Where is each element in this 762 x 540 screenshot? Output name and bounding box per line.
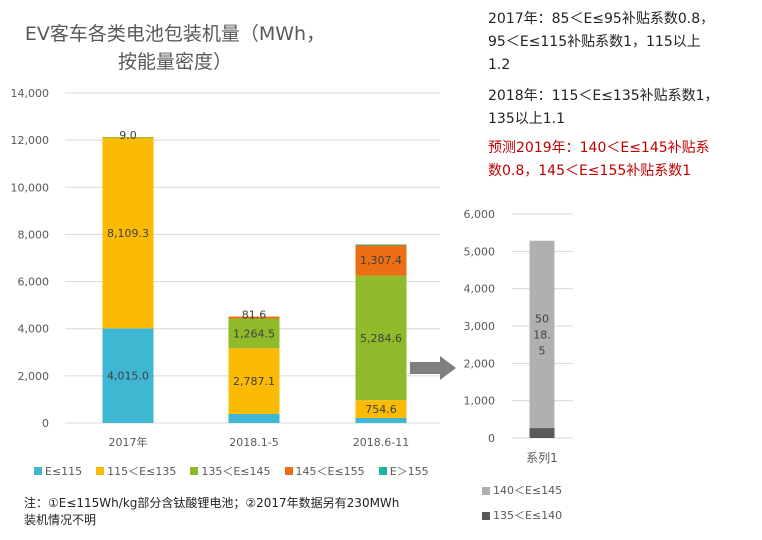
note-line: 2018年：115＜E≤135补贴系数1，	[488, 88, 719, 104]
legend-label: E＞155	[389, 465, 429, 478]
y-tick-label: 8,000	[18, 228, 50, 241]
legend-swatch	[190, 467, 199, 475]
note-2019: 预测2019年：140＜E≤145补贴系 数0.8，145＜E≤155补贴系数1	[488, 137, 760, 183]
chart-title: EV客车各类电池包装机量（MWh， 按能量密度）	[20, 20, 330, 76]
note-line: 135以上1.1	[488, 111, 565, 127]
y-tick-label: 14,000	[11, 87, 50, 100]
y-tick-label: 0	[488, 432, 495, 445]
arrow-right-icon	[410, 356, 456, 380]
legend-label: 140＜E≤145	[493, 484, 563, 497]
data-label: 4,015.0	[107, 370, 149, 383]
data-label: 18.	[533, 328, 551, 341]
bar-segment	[102, 137, 154, 138]
bar-segment	[355, 417, 407, 423]
legend-label: 135＜E≤145	[201, 465, 271, 478]
data-label: 81.6	[242, 309, 267, 322]
y-tick-label: 6,000	[464, 208, 496, 221]
x-tick-label: 2017年	[109, 435, 148, 449]
x-tick-label: 2018.6-11	[353, 436, 409, 449]
data-label: 5	[539, 344, 546, 357]
y-tick-label: 5,000	[464, 245, 496, 258]
data-label: 8,109.3	[107, 227, 149, 240]
legend-swatch	[96, 467, 105, 475]
y-tick-label: 3,000	[464, 320, 496, 333]
legend-item: 135＜E≤145	[190, 463, 271, 479]
bar-segment	[102, 137, 154, 329]
bar-segment	[228, 413, 280, 423]
note-2018: 2018年：115＜E≤135补贴系数1， 135以上1.1	[488, 85, 760, 131]
bar-segment	[529, 428, 555, 438]
legend-swatch	[482, 486, 490, 495]
y-tick-label: 12,000	[11, 134, 50, 147]
y-tick-label: 4,000	[18, 323, 50, 336]
title-line: 按能量密度）	[117, 51, 232, 73]
data-label: 754.6	[365, 403, 397, 416]
data-label: 5,284.6	[360, 332, 402, 345]
bar-segment	[228, 348, 280, 414]
note-line: 2017年：85＜E≤95补贴系数0.8，	[488, 11, 715, 27]
note-2017: 2017年：85＜E≤95补贴系数0.8， 95＜E≤115补贴系数1，115以…	[488, 8, 760, 77]
legend-label: 135＜E≤140	[493, 509, 563, 522]
bar-segment	[102, 328, 154, 423]
y-tick-label: 2,000	[464, 357, 496, 370]
y-tick-label: 2,000	[18, 370, 50, 383]
legend-item: E≤115	[34, 463, 82, 479]
bar-segment	[355, 244, 407, 276]
x-tick-label: 系列1	[526, 451, 558, 465]
legend-label: 115＜E≤135	[107, 465, 177, 478]
note-line: 95＜E≤115补贴系数1，115以上	[488, 34, 701, 50]
x-tick-label: 2018.1-5	[229, 436, 278, 449]
y-tick-label: 1,000	[464, 395, 496, 408]
legend-swatch	[34, 467, 42, 475]
data-label: 1,264.5	[233, 327, 275, 340]
bar-segment	[529, 240, 555, 429]
footnote: 注：①E≤115Wh/kg部分含钛酸锂电池；②2017年数据另有230MWh 装…	[24, 495, 454, 529]
data-label: 9.0	[119, 129, 137, 142]
legend-swatch	[378, 467, 387, 475]
y-tick-label: 10,000	[11, 181, 50, 194]
footnote-line: 装机情况不明	[24, 513, 97, 527]
legend-item: 140＜E≤145	[482, 478, 562, 503]
note-line: 数0.8，145＜E≤155补贴系数1	[488, 163, 692, 179]
data-label: 1,307.4	[360, 254, 402, 267]
legend-item: 145＜E≤155	[284, 463, 365, 479]
y-tick-label: 4,000	[464, 283, 496, 296]
legend-swatch	[284, 467, 293, 475]
footnote-line: 注：①E≤115Wh/kg部分含钛酸锂电池；②2017年数据另有230MWh	[24, 496, 400, 510]
bar-segment	[355, 400, 407, 418]
main-legend: E≤115 115＜E≤135 135＜E≤145 145＜E≤155 E＞155	[34, 463, 429, 479]
y-tick-label: 0	[42, 417, 49, 430]
title-line: EV客车各类电池包装机量（MWh，	[24, 23, 326, 45]
bar-segment	[228, 316, 280, 319]
legend-item: 115＜E≤135	[96, 463, 176, 479]
legend-swatch	[482, 511, 490, 520]
legend-item: 135＜E≤140	[482, 503, 562, 528]
legend-label: E≤115	[45, 464, 83, 478]
note-line: 预测2019年：140＜E≤145补贴系	[488, 140, 710, 156]
legend-label: 145＜E≤155	[295, 465, 365, 478]
y-tick-label: 6,000	[18, 276, 50, 289]
note-line: 1.2	[488, 57, 511, 73]
bar-segment	[355, 244, 407, 246]
bar-segment	[355, 275, 407, 401]
data-label: 2,787.1	[233, 375, 275, 388]
bar-segment	[228, 318, 280, 349]
legend-item: E＞155	[378, 463, 429, 479]
data-label: 50	[535, 312, 549, 325]
side-legend: 140＜E≤145 135＜E≤140	[482, 478, 562, 528]
